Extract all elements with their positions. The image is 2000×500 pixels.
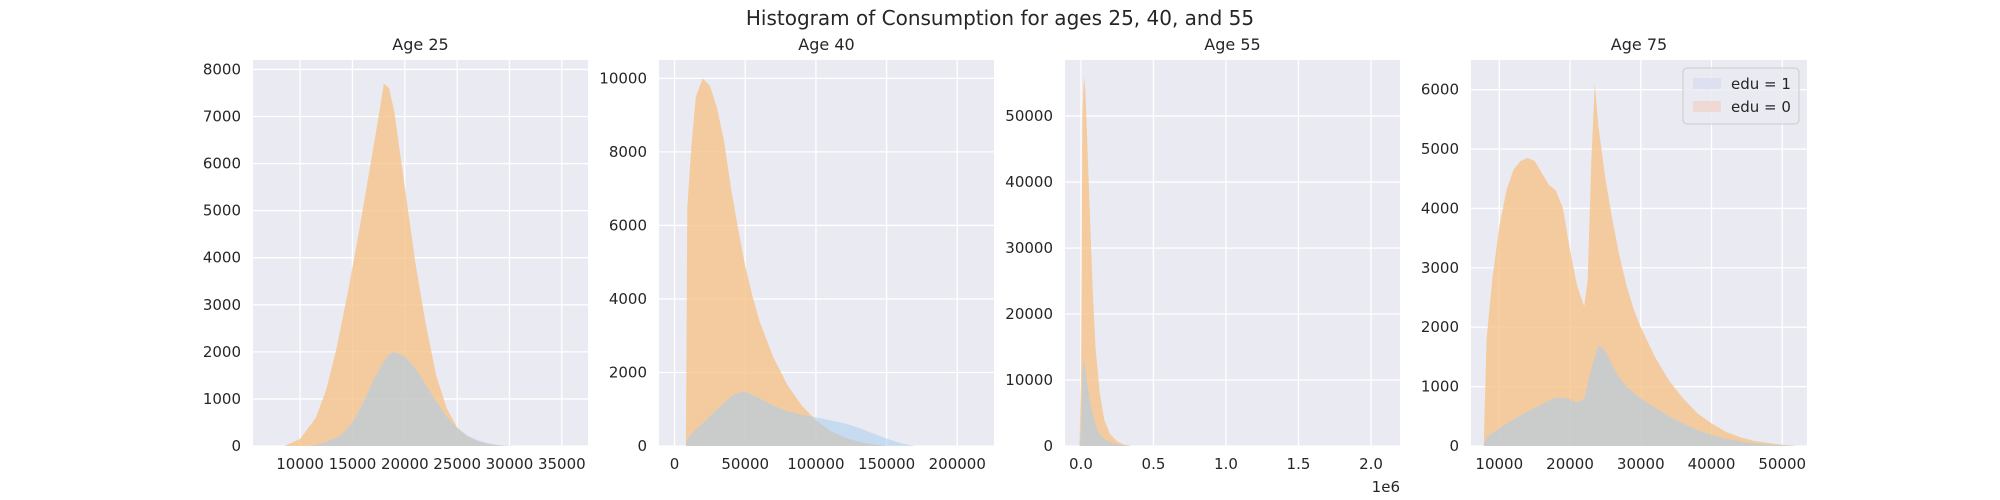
y-tick-label: 0 [637,437,647,455]
y-tick-label: 10000 [1005,371,1053,389]
x-tick-label: 30000 [486,455,534,473]
histogram-edu-0 [284,83,505,446]
histogram-edu-1 [310,351,515,446]
x-tick-label: 25000 [433,455,481,473]
x-tick-label: 0 [670,455,680,473]
x-tick-label: 1.5 [1287,455,1311,473]
y-tick-label: 5000 [1421,140,1459,158]
panel-4: Age 75 10000 20000 30000 40000 50000 0 1000 2000… [1421,35,1807,473]
plot-area [1065,60,1400,446]
y-tick-label: 4000 [609,290,647,308]
panel-title: Age 55 [1204,35,1260,54]
y-tick-label: 40000 [1005,173,1053,191]
x-tick-label: 10000 [1475,455,1523,473]
y-tick-label: 2000 [609,363,647,381]
y-tick-label: 4000 [203,249,241,267]
x-tick-label: 0.5 [1142,455,1166,473]
panel-1: Age 25 10000 15000 20000 25000 30000 35000 0 100… [203,35,588,473]
x-tick-label: 50000 [721,455,769,473]
x-tick-label: 35000 [538,455,586,473]
panel-3: Age 55 0.0 0.5 1.0 1.5 2.0 0 10000 20000 30000 400… [1005,35,1400,496]
histogram-edu-0 [685,78,887,446]
y-tick-label: 2000 [1421,318,1459,336]
y-tick-label: 0 [1043,437,1053,455]
y-tick-label: 2000 [203,343,241,361]
x-tick-label: 150000 [858,455,915,473]
histogram-edu-1 [685,391,915,446]
y-tick-label: 0 [1449,437,1459,455]
x-tick-label: 40000 [1688,455,1736,473]
y-tick-label: 50000 [1005,107,1053,125]
x-tick-label: 1.0 [1214,455,1238,473]
legend-swatch [1693,101,1721,112]
y-tick-label: 5000 [203,202,241,220]
x-tick-label: 0.0 [1069,455,1093,473]
x-tick-label: 100000 [787,455,844,473]
x-scale-label: 1e6 [1372,478,1400,496]
histogram-edu-1 [1079,360,1132,446]
figure-title: Histogram of Consumption for ages 25, 40… [746,6,1254,30]
y-tick-label: 6000 [1421,81,1459,99]
y-tick-label: 7000 [203,107,241,125]
histogram-edu-0 [1079,76,1132,446]
x-tick-label: 15000 [329,455,377,473]
y-tick-label: 1000 [203,390,241,408]
y-tick-label: 3000 [1421,259,1459,277]
panel-title: Age 40 [798,35,854,54]
y-tick-label: 6000 [609,216,647,234]
x-tick-label: 20000 [1546,455,1594,473]
y-tick-label: 1000 [1421,378,1459,396]
legend-label: edu = 1 [1731,75,1791,93]
y-tick-label: 0 [231,437,241,455]
y-tick-label: 8000 [203,60,241,78]
y-tick-label: 30000 [1005,239,1053,257]
x-tick-label: 30000 [1617,455,1665,473]
panel-title: Age 25 [392,35,448,54]
x-tick-label: 50000 [1758,455,1806,473]
y-tick-label: 10000 [599,69,647,87]
legend-label: edu = 0 [1731,98,1791,116]
histogram-edu-0 [1483,83,1797,446]
y-tick-label: 3000 [203,296,241,314]
legend: edu = 1 edu = 0 [1682,67,1800,125]
histogram-edu-1 [1483,345,1797,446]
x-tick-label: 2.0 [1359,455,1383,473]
legend-swatch [1693,78,1721,89]
panel-title: Age 75 [1611,35,1667,54]
y-tick-label: 8000 [609,143,647,161]
x-tick-label: 200000 [929,455,986,473]
y-tick-label: 6000 [203,155,241,173]
x-tick-label: 20000 [381,455,429,473]
x-tick-label: 10000 [276,455,324,473]
panel-2: Age 40 0 50000 100000 150000 200000 0 2000 4000 6… [599,35,994,473]
y-tick-label: 4000 [1421,199,1459,217]
y-tick-label: 20000 [1005,305,1053,323]
